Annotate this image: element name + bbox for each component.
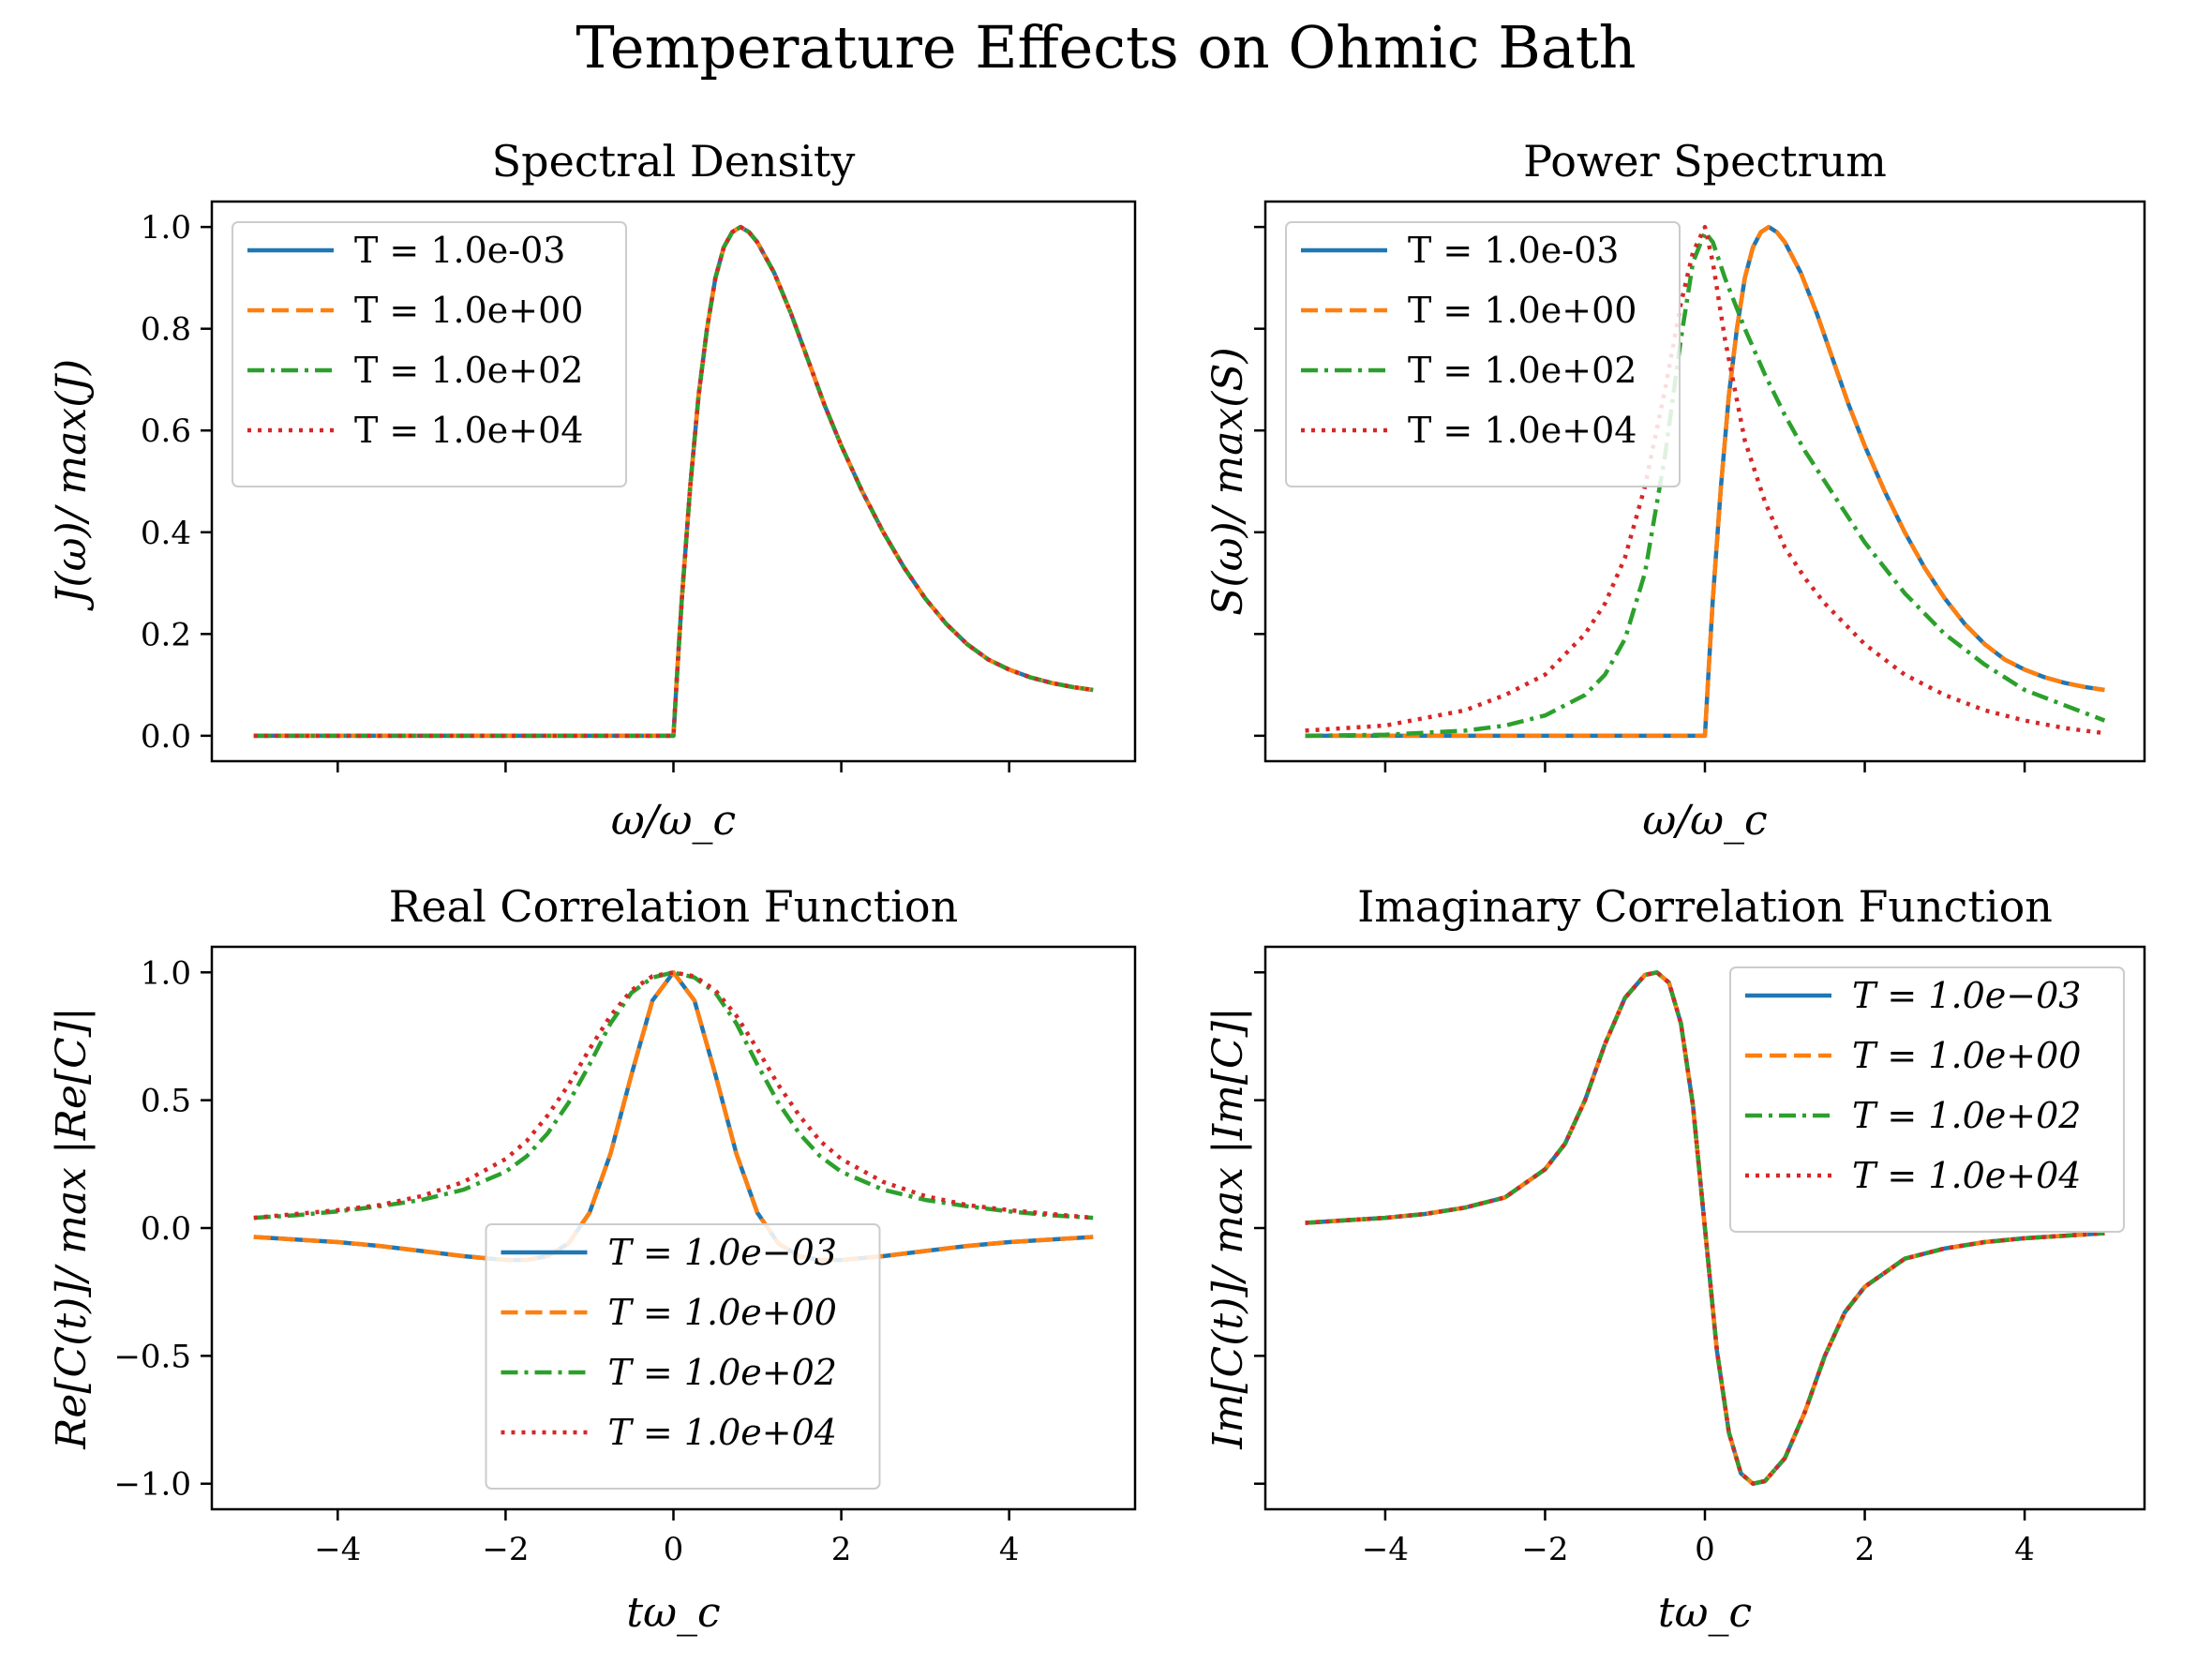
subplot-power: Power Spectrum ω/ω_c S(ω)/ max(S) T = 1.0e-… [1204, 136, 2146, 845]
legend-label: T = 1.0e+02 [1408, 350, 1637, 391]
x-axis-label: ω/ω_c [1642, 797, 1767, 845]
y-axis-label: Im[C(t)]/ max |Im[C]| [1204, 1007, 1252, 1449]
legend: T = 1.0e−03 T = 1.0e+00 T = 1.0e+02 T = 1.0… [1729, 966, 2125, 1233]
legend-label: T = 1.0e−03 [608, 1232, 837, 1273]
legend-label: T = 1.0e-03 [1408, 230, 1619, 271]
legend-label: T = 1.0e+04 [354, 410, 583, 451]
subplot-title: Imaginary Correlation Function [1357, 881, 2053, 932]
x-tick-label: 0 [1695, 1531, 1715, 1568]
series-group [253, 224, 1094, 739]
y-axis-label: J(ω)/ max(J) [48, 359, 96, 611]
series-line [1305, 970, 2105, 1486]
x-tick-label: −2 [1521, 1531, 1568, 1568]
x-tick-label: −2 [482, 1531, 529, 1568]
legend-frame [485, 1223, 881, 1490]
x-tick-label: 0 [664, 1531, 684, 1568]
series-group [1305, 970, 2105, 1486]
series-line [253, 224, 1094, 739]
x-tick-label: −4 [1362, 1531, 1409, 1568]
legend-frame [1729, 966, 2125, 1233]
y-tick-label: 0.2 [141, 616, 191, 653]
legend-label: T = 1.0e+04 [1408, 410, 1637, 451]
legend-label: T = 1.0e+02 [1852, 1095, 2081, 1136]
x-tick-label: 4 [999, 1531, 1020, 1568]
series-line [1305, 970, 2105, 1486]
legend-frame [232, 221, 627, 487]
legend-label: T = 1.0e+00 [1408, 290, 1637, 331]
series-group [253, 970, 1094, 1263]
subplot-title: Power Spectrum [1523, 136, 1887, 187]
series-line [1305, 224, 2105, 736]
series-line [253, 970, 1094, 1263]
legend-label: T = 1.0e+04 [608, 1412, 837, 1453]
y-axis-label: Re[C(t)]/ max |Re[C]| [48, 1007, 96, 1450]
subplot-imag: Imaginary Correlation Function tω_c Im[C(t… [1204, 881, 2146, 1637]
legend-frame [1285, 221, 1681, 487]
legend: T = 1.0e-03 T = 1.0e+00 T = 1.0e+02 T = 1.0… [1285, 221, 1681, 487]
legend-label: T = 1.0e+00 [354, 290, 583, 331]
series-line [1305, 224, 2105, 739]
legend: T = 1.0e-03 T = 1.0e+00 T = 1.0e+02 T = 1.0… [232, 221, 627, 487]
x-tick-label: 2 [831, 1531, 852, 1568]
legend-label: T = 1.0e+04 [1852, 1155, 2081, 1196]
y-axis-label: S(ω)/ max(S) [1204, 347, 1252, 615]
figure-title: Temperature Effects on Ohmic Bath [575, 13, 1636, 82]
subplot-title: Spectral Density [492, 136, 856, 187]
subplot-real: Real Correlation Function tω_c Re[C(t)]/ m… [48, 881, 1137, 1637]
legend-label: T = 1.0e+02 [354, 350, 583, 391]
x-tick-label: 2 [1855, 1531, 1876, 1568]
legend-label: T = 1.0e+02 [608, 1352, 837, 1393]
y-tick-label: 0.5 [141, 1083, 191, 1120]
y-tick-label: 1.0 [141, 209, 191, 247]
series-line [1305, 230, 2106, 739]
y-tick-label: 0.6 [141, 412, 191, 450]
legend-label: T = 1.0e−03 [1852, 975, 2081, 1016]
x-axis-label: tω_c [626, 1589, 720, 1637]
panels: Spectral Density ω/ω_c J(ω)/ max(J) 0.0 0.2 0… [48, 136, 2146, 1637]
y-tick-label: 1.0 [141, 954, 191, 992]
series-line [253, 970, 1094, 1221]
x-tick-label: 4 [2014, 1531, 2035, 1568]
series-line [253, 970, 1094, 1221]
x-tick-label: −4 [314, 1531, 361, 1568]
y-tick-label: 0.4 [141, 515, 191, 552]
subplot-spectral: Spectral Density ω/ω_c J(ω)/ max(J) 0.0 0.2 0… [48, 136, 1137, 845]
y-tick-label: −0.5 [113, 1338, 191, 1375]
legend-label: T = 1.0e+00 [1852, 1035, 2081, 1076]
subplot-title: Real Correlation Function [389, 881, 958, 932]
x-axis-label: ω/ω_c [611, 797, 736, 845]
y-tick-label: 0.0 [141, 718, 191, 756]
legend-label: T = 1.0e-03 [354, 230, 565, 271]
series-line [253, 224, 1094, 739]
y-tick-label: −1.0 [113, 1466, 191, 1504]
legend: T = 1.0e−03 T = 1.0e+00 T = 1.0e+02 T = 1.0… [485, 1223, 881, 1490]
legend-label: T = 1.0e+00 [608, 1292, 837, 1333]
y-tick-label: 0.0 [141, 1210, 191, 1248]
x-axis-label: tω_c [1658, 1589, 1752, 1637]
series-group [1305, 224, 2106, 739]
y-tick-label: 0.8 [141, 311, 191, 349]
